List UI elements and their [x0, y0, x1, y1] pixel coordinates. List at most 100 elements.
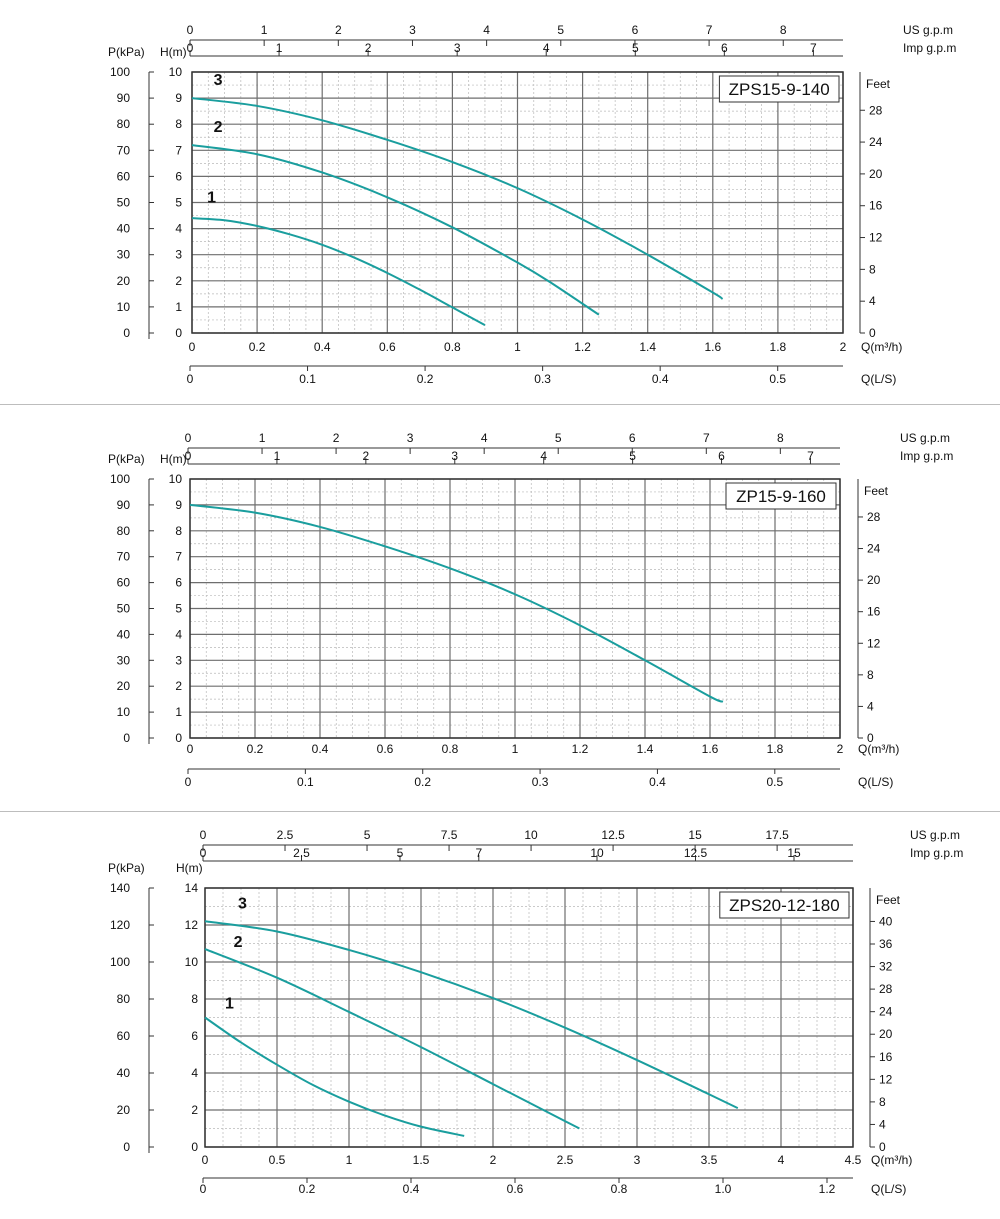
- feet-tick-label: 20: [879, 1027, 893, 1041]
- feet-tick-label: 0: [867, 731, 874, 745]
- pressure-tick-label: 20: [117, 679, 131, 693]
- imp-scale-tick-label: 2: [365, 41, 372, 55]
- imp-scale: 0 1 2 3 4 5 6 7 Imp g.p.m: [185, 449, 953, 465]
- imp-scale-tick-label: 3: [451, 449, 458, 463]
- pressure-tick-label: 60: [117, 576, 131, 590]
- ls-tick-label: 0.1: [299, 372, 316, 386]
- flow-tick-label: 0.4: [312, 742, 329, 756]
- pressure-axis-label: P(kPa): [108, 861, 145, 875]
- flow-tick-label: 1: [512, 742, 519, 756]
- flow-tick-label: 1.5: [413, 1153, 430, 1167]
- flow-tick-label: 2: [837, 742, 844, 756]
- head-tick-label: 5: [175, 602, 182, 616]
- head-tick-label: 0: [175, 731, 182, 745]
- head-tick-label: 6: [191, 1029, 198, 1043]
- feet-tick-label: 4: [869, 294, 876, 308]
- left-axes: 0 10 20 30 40 50 60 70 80 90 100 P(kPa) 0 1 2 3 4 5 6 7 8 9 10…: [108, 45, 187, 340]
- us-scale-tick-label: 3: [407, 431, 414, 445]
- pressure-tick-label: 70: [117, 143, 131, 157]
- imp-scale: 0 1 2 3 4 5 6 7 Imp g.p.m: [187, 41, 956, 57]
- ls-tick-label: 0.3: [532, 775, 549, 789]
- imp-scale-tick-label: 7: [807, 449, 814, 463]
- ls-tick-label: 0.4: [652, 372, 669, 386]
- us-scale-unit: US g.p.m: [900, 431, 950, 445]
- feet-tick-label: 12: [879, 1072, 893, 1086]
- head-tick-label: 2: [175, 274, 182, 288]
- flow-tick-label: 2: [840, 340, 847, 354]
- flow-tick-label: 1.6: [702, 742, 719, 756]
- ls-tick-label: 0.3: [534, 372, 551, 386]
- flow-tick-label: 0.6: [379, 340, 396, 354]
- head-tick-label: 10: [185, 955, 199, 969]
- head-tick-label: 12: [185, 918, 199, 932]
- us-scale: 0 1 2 3 4 5 6 7 8 US g.p.m: [187, 23, 953, 46]
- curve-number-label: 2: [214, 119, 223, 136]
- imp-scale-tick-label: 0: [187, 41, 194, 55]
- flow-tick-label: 0.2: [249, 340, 266, 354]
- pressure-tick-label: 10: [117, 705, 131, 719]
- model-label-text: ZP15-9-160: [736, 487, 826, 506]
- curve-series-3: [191, 97, 724, 300]
- us-scale-tick-label: 0: [187, 23, 194, 37]
- imp-scale-tick-label: 5: [397, 846, 404, 860]
- ls-tick-label: 0.6: [507, 1182, 524, 1196]
- flow-tick-label: 1.8: [770, 340, 787, 354]
- us-scale-tick-label: 8: [780, 23, 787, 37]
- imp-scale-tick-label: 4: [540, 449, 547, 463]
- us-scale-tick-label: 1: [259, 431, 266, 445]
- feet-axis-label: Feet: [866, 77, 891, 91]
- pressure-axis-label: P(kPa): [108, 452, 145, 466]
- grid: [204, 887, 854, 1148]
- plot-frame: [189, 478, 841, 739]
- flow-tick-label: 0: [189, 340, 196, 354]
- us-scale-tick-label: 5: [555, 431, 562, 445]
- pressure-tick-label: 120: [110, 918, 130, 932]
- us-scale-tick-label: 0: [185, 431, 192, 445]
- us-scale-tick-label: 8: [777, 431, 784, 445]
- ls-tick-label: 0.2: [414, 775, 431, 789]
- imp-scale-tick-label: 0: [200, 846, 207, 860]
- feet-tick-label: 8: [879, 1095, 886, 1109]
- imp-scale-tick-label: 1: [274, 449, 281, 463]
- pump-chart-1: 0 1 2 3 4 5 6 7 8 US g.p.m0 1 2 3 4 5 6 7 Imp g.p.m010203…: [108, 23, 956, 386]
- head-tick-label: 6: [175, 576, 182, 590]
- curve-series-1: [204, 1016, 465, 1137]
- imp-scale-tick-label: 15: [787, 846, 801, 860]
- flow-axis: 0 0.5 1 1.5 2 2.5 3 3.5 4 4.5 Q(m³/h): [202, 1153, 913, 1167]
- imp-scale-tick-label: 1: [276, 41, 283, 55]
- feet-tick-label: 24: [879, 1005, 893, 1019]
- imp-scale-tick-label: 0: [185, 449, 192, 463]
- imp-scale-unit: Imp g.p.m: [900, 449, 953, 463]
- flow-tick-label: 1.4: [637, 742, 654, 756]
- ls-scale: 0 0.1 0.2 0.3 0.4 0.5 Q(L/S): [185, 768, 893, 789]
- head-tick-label: 2: [175, 679, 182, 693]
- ls-axis-label: Q(L/S): [858, 775, 893, 789]
- flow-tick-label: 1.8: [767, 742, 784, 756]
- us-scale-tick-label: 3: [409, 23, 416, 37]
- pressure-tick-label: 40: [117, 1066, 131, 1080]
- us-scale-tick-label: 6: [632, 23, 639, 37]
- head-tick-label: 5: [175, 196, 182, 210]
- grid: [189, 478, 841, 739]
- flow-tick-label: 2.5: [557, 1153, 574, 1167]
- pressure-tick-label: 140: [110, 881, 130, 895]
- ls-tick-label: 0: [200, 1182, 207, 1196]
- flow-tick-label: 3: [634, 1153, 641, 1167]
- feet-tick-label: 8: [867, 668, 874, 682]
- head-tick-label: 7: [175, 143, 182, 157]
- flow-axis: 0 0.2 0.4 0.6 0.8 1 1.2 1.4 1.6 1.8 2 Q(m³/h): [189, 340, 903, 354]
- curve-series-1: [191, 217, 486, 327]
- pressure-tick-label: 10: [117, 300, 131, 314]
- us-scale-tick-label: 17.5: [765, 828, 789, 842]
- head-tick-label: 9: [175, 498, 182, 512]
- pressure-tick-label: 60: [117, 169, 131, 183]
- feet-axis-label: Feet: [876, 893, 901, 907]
- flow-tick-label: 4: [778, 1153, 785, 1167]
- feet-axis: 0 4 8 12 16 20 24 28 Feet: [859, 72, 891, 340]
- imp-scale-tick-label: 4: [543, 41, 550, 55]
- imp-scale-unit: Imp g.p.m: [910, 846, 963, 860]
- head-tick-label: 4: [175, 627, 182, 641]
- pressure-tick-label: 80: [117, 117, 131, 131]
- flow-axis-label: Q(m³/h): [858, 742, 899, 756]
- ls-tick-label: 0: [185, 775, 192, 789]
